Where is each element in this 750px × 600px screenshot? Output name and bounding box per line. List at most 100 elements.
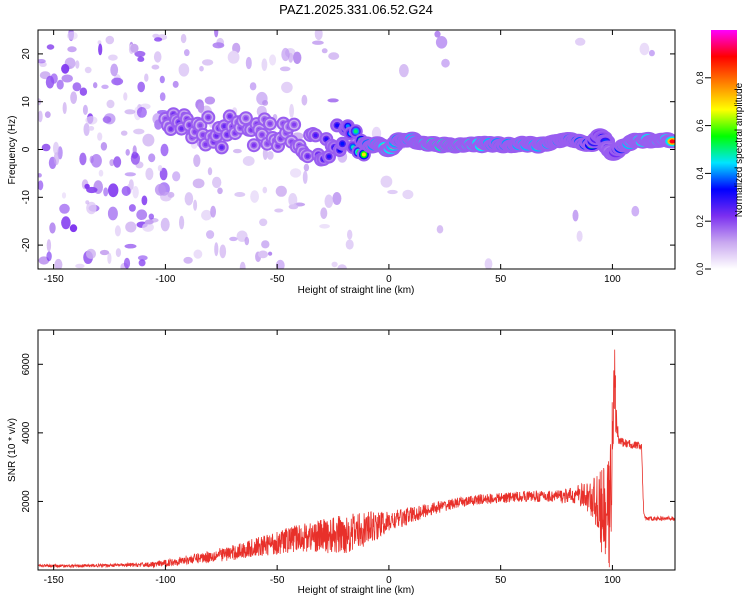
noise-blob	[289, 103, 294, 118]
noise-blob	[53, 152, 60, 166]
noise-blob	[154, 37, 163, 42]
noise-blob	[66, 31, 78, 40]
noise-blob	[157, 165, 163, 172]
noise-blob	[136, 107, 147, 118]
noise-blob	[275, 185, 287, 197]
x-tick-label: 100	[604, 575, 621, 586]
noise-blob	[61, 216, 71, 230]
noise-blob	[242, 156, 255, 166]
noise-blob	[61, 74, 73, 83]
noise-blob	[108, 183, 119, 198]
spectrogram-x-ticks: -150 -100 -50 0 50 100	[44, 30, 621, 285]
noise-blob	[121, 186, 131, 196]
noise-blob	[347, 229, 353, 240]
noise-blob	[261, 240, 270, 249]
y-tick-label: -20	[21, 237, 32, 252]
noise-blob	[145, 167, 154, 181]
noise-blob	[130, 43, 139, 53]
noise-blob	[128, 179, 134, 191]
ridge-cell	[203, 142, 208, 147]
noise-blob	[303, 163, 310, 172]
ridge-cell	[292, 122, 297, 127]
ridge-cell	[324, 137, 329, 142]
noise-blob	[134, 50, 146, 58]
noise-blob	[107, 206, 118, 221]
snr-x-axis-label: Height of straight line (km)	[298, 585, 415, 596]
noise-blob	[54, 258, 63, 269]
noise-blob	[261, 58, 268, 71]
y-tick-label: 20	[21, 48, 32, 60]
noise-blob	[178, 63, 190, 77]
noise-blob	[183, 256, 193, 264]
noise-blob	[210, 205, 217, 218]
noise-blob	[85, 200, 90, 205]
noise-blob	[142, 222, 154, 232]
noise-blob	[331, 261, 338, 268]
noise-blob	[217, 187, 223, 195]
noise-blob	[172, 80, 179, 88]
ridge-cell	[206, 115, 211, 120]
noise-blob	[327, 98, 339, 103]
noise-blob	[88, 125, 95, 131]
ridge-cell	[340, 141, 345, 146]
ridge-cell	[251, 143, 256, 148]
colorbar-tick-label: 0.6	[695, 119, 705, 132]
noise-blob	[101, 84, 109, 90]
noise-blob	[212, 176, 222, 189]
noise-blob	[61, 63, 70, 74]
ridge-cell	[198, 123, 203, 128]
noise-blob	[192, 178, 205, 189]
noise-blob	[256, 91, 268, 106]
noise-blob	[38, 173, 42, 178]
noise-blob	[179, 215, 185, 230]
y-tick-label: 0	[21, 146, 32, 152]
noise-blob	[102, 116, 112, 124]
snr-frame	[37, 329, 676, 571]
noise-blob	[435, 36, 448, 49]
noise-blob	[436, 225, 444, 234]
noise-blob	[441, 58, 450, 68]
colorbar-tick-label: 0.2	[695, 215, 705, 228]
noise-blob	[320, 207, 328, 219]
noise-blob	[56, 79, 64, 90]
noise-blob	[61, 192, 67, 199]
noise-blob	[402, 189, 414, 200]
noise-blob	[86, 201, 97, 215]
noise-blob	[46, 239, 52, 252]
x-tick-label: 0	[386, 575, 392, 586]
noise-blob	[128, 204, 136, 212]
noise-blob	[639, 42, 650, 56]
ridge-cell	[305, 154, 310, 159]
noise-blob	[46, 251, 52, 262]
noise-blob	[110, 63, 119, 77]
colorbar: 0.0 0.2 0.4 0.6 0.8 Normalized spectral ampl…	[695, 30, 745, 275]
noise-blob	[328, 52, 340, 60]
noise-blob	[321, 48, 328, 54]
noise-blob	[387, 189, 398, 195]
noise-blob	[115, 248, 121, 258]
noise-blob	[159, 92, 166, 101]
noise-blob	[123, 257, 131, 269]
noise-blob	[99, 249, 110, 256]
noise-blob	[69, 224, 78, 233]
ridge-cell	[313, 133, 318, 138]
ridge-cell	[243, 116, 248, 121]
noise-blob	[75, 60, 80, 69]
noise-blob	[214, 242, 219, 257]
noise-blob	[227, 50, 240, 64]
noise-blob	[113, 156, 122, 168]
noise-blob	[233, 148, 242, 154]
noise-blob	[111, 77, 124, 86]
noise-blob	[212, 42, 225, 49]
noise-blob	[290, 168, 302, 178]
noise-blob	[53, 141, 59, 155]
noise-blob	[120, 130, 128, 136]
noise-blob	[239, 261, 246, 269]
noise-blob	[268, 251, 273, 256]
noise-blob	[219, 244, 227, 259]
ridge-cell	[260, 132, 264, 137]
noise-blob	[90, 154, 102, 168]
noise-blob	[131, 151, 139, 159]
noise-blob	[572, 209, 579, 222]
